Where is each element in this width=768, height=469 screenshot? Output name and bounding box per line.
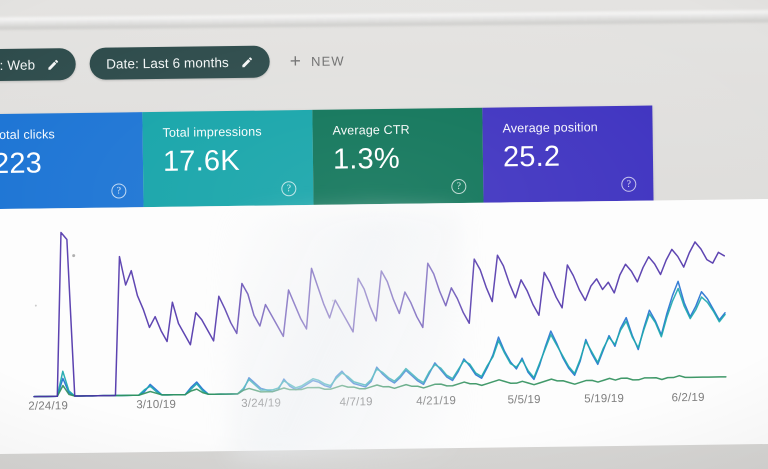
x-axis-tick-label: 3/24/19 [241,397,282,410]
x-axis-tick-label: 6/2/19 [671,391,705,405]
plus-icon: + [289,50,303,72]
chart-series-total-impressions [33,287,726,398]
metric-card-value: 1.3% [332,142,401,176]
pencil-icon[interactable] [241,55,254,68]
x-axis-tick-label: 3/10/19 [136,398,177,412]
metric-card-value: 17.6K [162,144,240,178]
metric-card-total-clicks[interactable]: Total clicks 223 ? [0,112,144,210]
filter-chip-date-label: Date: Last 6 months [106,54,229,72]
x-axis-tick-label: 5/5/19 [507,393,541,407]
metric-card-value: 223 [0,147,43,181]
x-axis-tick-label: 5/19/19 [584,392,625,406]
filter-chip-search-type[interactable]: type: Web [0,48,77,82]
metric-card-value: 25.2 [502,140,561,174]
x-axis-tick-label: 4/7/19 [339,396,373,409]
filter-toolbar: type: Web Date: Last 6 months + NEW [0,33,768,87]
metric-card-label: Average position [502,120,598,136]
x-axis-tick-label: 4/21/19 [416,395,457,408]
metric-card-average-ctr[interactable]: Average CTR 1.3% ? [312,107,484,205]
screen-speck [331,299,334,302]
add-new-filter-label: NEW [310,53,345,69]
filter-chip-search-type-label: type: Web [0,57,36,73]
help-circle-icon[interactable]: ? [621,176,637,192]
help-circle-icon[interactable]: ? [451,178,467,195]
add-new-filter-button[interactable]: + NEW [289,50,345,72]
x-axis-tick-label: 2/24/19 [28,400,69,413]
metric-card-label: Total impressions [162,124,262,140]
metric-card-total-impressions[interactable]: Total impressions 17.6K ? [142,109,314,208]
performance-chart-panel: 2/24/19 3/10/19 3/24/19 4/7/19 4/21/19 5/5/19… [0,198,768,455]
help-circle-icon[interactable]: ? [111,183,127,199]
screen-speck [72,254,76,258]
performance-chart[interactable] [0,199,768,406]
screen-speck [34,304,37,307]
metric-card-label: Average CTR [332,122,410,138]
metric-card-average-position[interactable]: Average position 25.2 ? [482,105,654,203]
metric-cards: Total clicks 223 ? Total impressions 17.… [0,105,654,210]
chart-series-total-clicks [33,280,726,398]
filter-chip-date[interactable]: Date: Last 6 months [89,45,271,80]
pencil-icon[interactable] [47,58,60,71]
help-circle-icon[interactable]: ? [281,181,297,197]
metric-card-label: Total clicks [0,127,55,143]
